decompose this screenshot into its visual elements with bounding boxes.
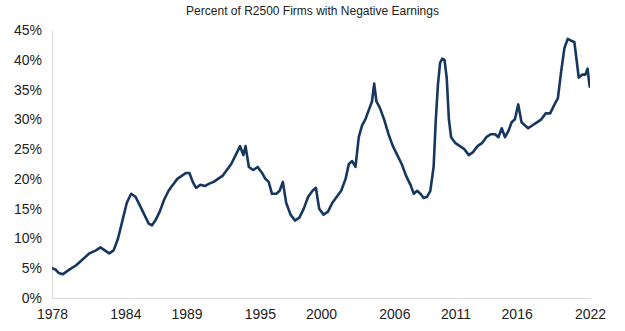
tick-label: 0% xyxy=(22,290,42,306)
tick-label: 40% xyxy=(14,52,42,68)
tick-label: 1978 xyxy=(37,306,68,322)
tick: 40% xyxy=(14,52,52,68)
tick-label: 10% xyxy=(14,230,42,246)
x-axis: 1978 1984 1989 1995 2000 2006 2011 2016 2022 xyxy=(37,298,606,322)
tick-label: 25% xyxy=(14,141,42,157)
y-axis: 0% 5% 10% 15% 20% 25% 30% 35% 40% 45% xyxy=(14,22,53,306)
title: Percent of R2500 Firms with Negative Ear… xyxy=(186,4,439,18)
tick: 1978 xyxy=(37,298,68,322)
tick-label: 45% xyxy=(14,22,42,38)
tick: 5% xyxy=(22,260,52,276)
axis-line xyxy=(52,31,53,299)
tick: 1984 xyxy=(110,298,141,322)
tick: 20% xyxy=(14,171,52,187)
tick-label: 2011 xyxy=(441,306,471,322)
tick-label: 20% xyxy=(14,171,42,187)
tick-label: 2006 xyxy=(379,306,410,322)
tick: 1989 xyxy=(171,298,202,322)
chart: Percent of R2500 Firms with Negative Ear… xyxy=(0,0,625,331)
tick: 2022 xyxy=(575,298,606,322)
tick-label: 15% xyxy=(14,201,42,217)
axis-line xyxy=(53,298,591,299)
tick-label: 35% xyxy=(14,82,42,98)
tick: 2016 xyxy=(502,298,533,322)
tick-label: 30% xyxy=(14,111,42,127)
tick-label: 2000 xyxy=(306,306,337,322)
tick: 45% xyxy=(14,22,52,38)
plot-area xyxy=(52,39,590,274)
tick: 15% xyxy=(14,201,52,217)
tick-label: 1984 xyxy=(110,306,141,322)
tick: 1995 xyxy=(245,298,276,322)
tick: 2011 xyxy=(441,298,471,322)
tick-label: 5% xyxy=(22,260,42,276)
tick: 10% xyxy=(14,230,52,246)
tick-label: 1995 xyxy=(245,306,276,322)
tick: 25% xyxy=(14,141,52,157)
tick: 2006 xyxy=(379,298,410,322)
tick-label: 1989 xyxy=(171,306,202,322)
tick: 2000 xyxy=(306,298,337,322)
tick: 0% xyxy=(22,290,52,306)
data-line xyxy=(52,39,590,274)
tick-label: 2022 xyxy=(575,306,606,322)
tick-label: 2016 xyxy=(502,306,533,322)
tick: 30% xyxy=(14,111,52,127)
tick: 35% xyxy=(14,82,52,98)
